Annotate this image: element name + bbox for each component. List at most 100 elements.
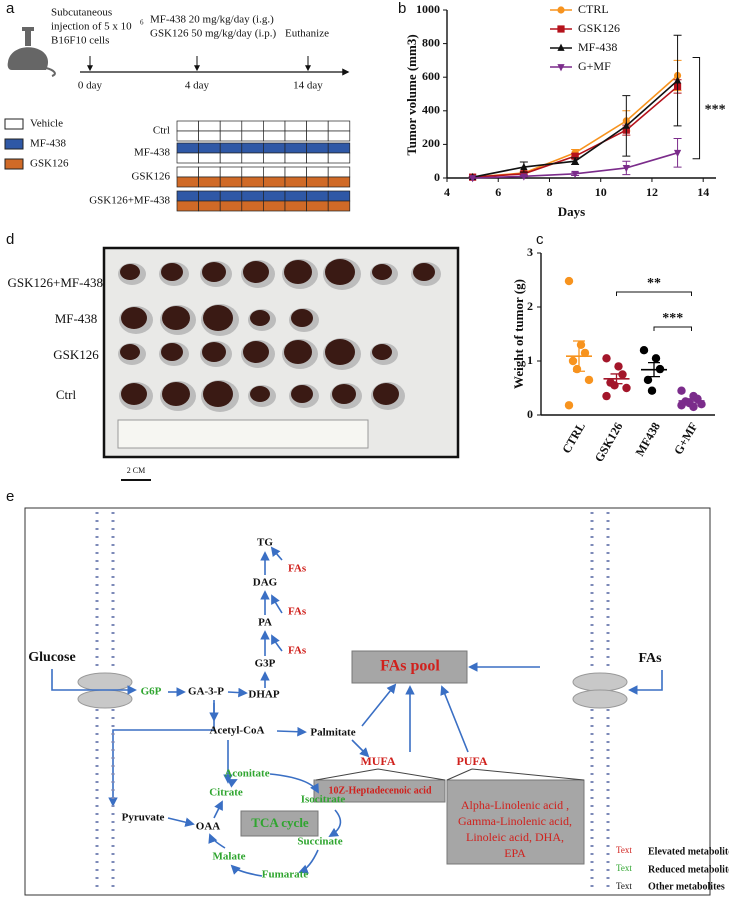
group-cell bbox=[263, 142, 286, 154]
group-cell bbox=[198, 166, 221, 178]
treatment-text: MF-438 20 mg/kg/day (i.g.) bbox=[150, 14, 274, 26]
diagram-frame bbox=[24, 507, 711, 896]
group-cell bbox=[284, 142, 307, 154]
y-axis-title: Weight of tumor (g) bbox=[511, 279, 526, 389]
group-cell bbox=[306, 166, 329, 178]
y-tick-label: 600 bbox=[422, 69, 440, 83]
data-point bbox=[572, 364, 582, 374]
metabolite: FAs bbox=[288, 645, 307, 657]
tumor bbox=[372, 264, 392, 280]
group-cell bbox=[176, 166, 199, 178]
scale-label: 2 CM bbox=[127, 466, 145, 475]
metabolite-labels: TG DAG PA G3P FAs FAs FAs G6P GA-3-P DHA… bbox=[28, 537, 662, 881]
data-point bbox=[639, 346, 649, 355]
data-point bbox=[673, 76, 682, 84]
tumor bbox=[162, 382, 190, 406]
metabolite: Malate bbox=[213, 851, 246, 863]
data-point bbox=[622, 121, 630, 129]
row-label: GSK126 bbox=[53, 347, 99, 362]
legend-label: MF-438 bbox=[578, 40, 617, 54]
group-cell bbox=[263, 166, 286, 178]
y-tick-label: 0 bbox=[527, 407, 533, 421]
data-point bbox=[520, 173, 528, 181]
tumor bbox=[373, 383, 399, 405]
group-cell bbox=[241, 130, 264, 142]
x-tick-label: 10 bbox=[595, 185, 607, 199]
data-point bbox=[677, 401, 686, 410]
data-point bbox=[580, 348, 590, 358]
data-point bbox=[571, 170, 579, 179]
significance-bracket bbox=[616, 291, 692, 296]
legend-label: Other metabolites bbox=[648, 881, 725, 892]
group-cell bbox=[198, 176, 221, 188]
tumor bbox=[243, 261, 269, 283]
group-cell bbox=[284, 130, 307, 142]
tca-label: TCA cycle bbox=[251, 815, 309, 830]
group-cell bbox=[263, 120, 286, 132]
metabolite: Aconitate bbox=[224, 768, 269, 780]
x-tick-label: 4 bbox=[444, 185, 450, 199]
tumor bbox=[121, 383, 147, 405]
tumor bbox=[413, 263, 435, 281]
group-cell bbox=[327, 142, 351, 154]
group-cell bbox=[284, 166, 307, 178]
tumor bbox=[284, 340, 312, 364]
injection-text: Subcutaneous bbox=[51, 7, 112, 19]
group-cell bbox=[284, 152, 307, 164]
species-box bbox=[446, 779, 585, 865]
group-cell bbox=[176, 176, 199, 188]
metabolite: Citrate bbox=[209, 787, 243, 799]
metabolite: Fumarate bbox=[262, 869, 309, 881]
metabolite: G3P bbox=[255, 658, 276, 670]
x-tick-label: 12 bbox=[646, 185, 658, 199]
legend-marker bbox=[557, 6, 565, 14]
species: Alpha-Linolenic acid , bbox=[461, 798, 569, 812]
species: Gamma-Linolenic acid, bbox=[458, 814, 572, 828]
group-cell bbox=[219, 152, 243, 164]
y-tick-label: 3 bbox=[527, 245, 533, 259]
connector bbox=[315, 768, 585, 781]
data-point bbox=[602, 354, 611, 363]
group-cell bbox=[241, 200, 264, 212]
group-cell bbox=[284, 200, 307, 212]
group-cell bbox=[219, 200, 243, 212]
y-tick-label: 800 bbox=[422, 35, 440, 49]
legend-label: Elevated metabolites bbox=[648, 846, 729, 857]
data-point bbox=[571, 152, 579, 160]
group-cell bbox=[306, 200, 329, 212]
data-point bbox=[651, 354, 661, 363]
legend-swatch bbox=[4, 158, 24, 170]
metabolite: Isocitrate bbox=[301, 794, 346, 806]
y-tick-label: 2 bbox=[527, 299, 533, 313]
x-tick-label: 8 bbox=[546, 185, 552, 199]
group-cell bbox=[284, 190, 307, 202]
group-cell bbox=[284, 120, 307, 132]
metabolite: Succinate bbox=[297, 836, 342, 848]
ruler bbox=[117, 419, 369, 449]
legend-sample: Text bbox=[616, 845, 632, 855]
x-tick-label: 6 bbox=[495, 185, 501, 199]
group-cell bbox=[198, 190, 221, 202]
tumor bbox=[120, 264, 140, 280]
species: 10Z-Heptadecenoic acid bbox=[328, 785, 431, 796]
data-point bbox=[647, 386, 657, 395]
data-point bbox=[622, 383, 631, 393]
group-cell bbox=[219, 120, 243, 132]
group-cell bbox=[241, 190, 264, 202]
group-cell bbox=[306, 190, 329, 202]
timepoint: 14 day bbox=[293, 80, 323, 92]
species: Linoleic acid, DHA, bbox=[466, 830, 564, 844]
panel-a: a Subcutaneous injection of 5 x 10 6 B16… bbox=[6, 0, 350, 92]
data-point bbox=[697, 400, 706, 409]
error-bar bbox=[648, 361, 660, 378]
tumor bbox=[243, 341, 269, 363]
transporter bbox=[572, 672, 628, 692]
group-cell bbox=[219, 190, 243, 202]
row-label: GSK126+MF-438 bbox=[8, 275, 103, 290]
tumor bbox=[161, 263, 183, 281]
metabolite: PUFA bbox=[456, 754, 487, 768]
data-point bbox=[576, 340, 586, 349]
metabolite: Pyruvate bbox=[122, 812, 165, 824]
metabolite: DHAP bbox=[248, 689, 279, 701]
